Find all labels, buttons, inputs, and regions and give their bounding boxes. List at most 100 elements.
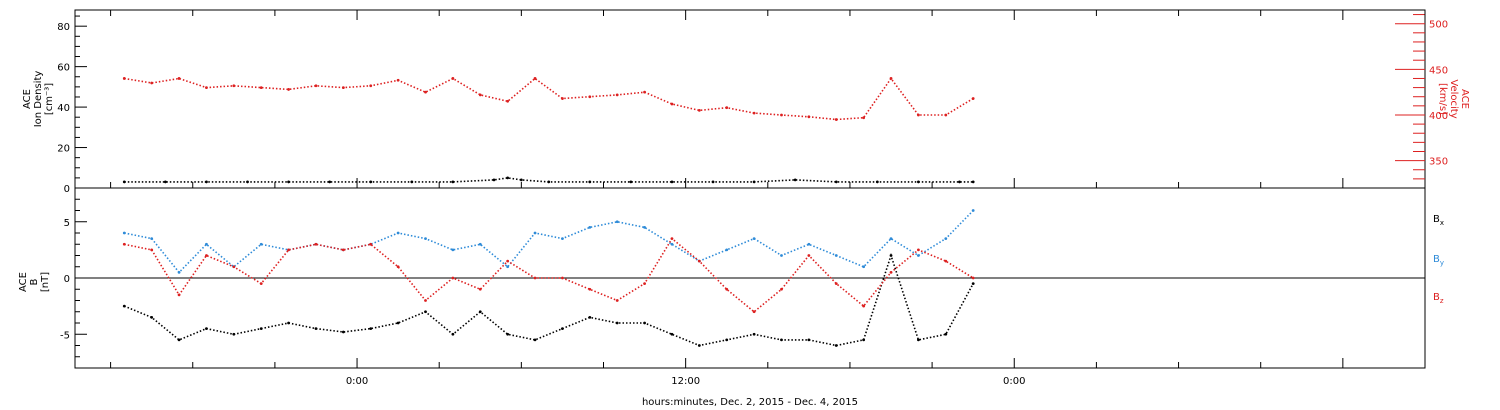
velocity-data-point — [889, 77, 893, 80]
bz-data-point — [451, 276, 455, 280]
density-axis-title-line3: [cm⁻³] — [44, 83, 55, 115]
density-data-point — [752, 180, 756, 184]
density-data-point — [519, 178, 523, 182]
bz-data-point — [725, 287, 729, 291]
velocity-data-point — [834, 118, 838, 121]
density-data-point — [711, 180, 715, 184]
by-series-line — [124, 209, 974, 274]
bx-data-point — [697, 344, 701, 347]
density-tick-label: 60 — [57, 63, 70, 74]
density-data-point — [547, 180, 551, 184]
bx-data-point — [533, 338, 537, 342]
by-data-point — [150, 237, 154, 241]
velocity-data-point — [971, 97, 975, 100]
bx-data-point — [314, 327, 318, 331]
density-data-point — [163, 180, 167, 184]
density-axis: 0 20 40 60 80 — [57, 15, 87, 195]
bz-data-point — [834, 282, 838, 286]
by-data-point — [561, 237, 564, 241]
velocity-data-point — [862, 116, 866, 120]
b-component-legend: Bx By Bz — [1433, 214, 1444, 305]
b-tick-label: 5 — [64, 218, 70, 229]
density-axis-title-line1: ACE — [22, 89, 33, 109]
velocity-data-point — [944, 113, 948, 117]
bx-data-point — [862, 338, 866, 342]
bx-data-point — [451, 332, 455, 336]
by-data-point — [643, 225, 646, 229]
bz-data-point — [889, 270, 893, 274]
bz-data-point — [150, 248, 154, 252]
by-data-point — [451, 248, 455, 252]
bz-series-line — [124, 237, 974, 313]
bz-data-point — [424, 299, 427, 302]
velocity-data-point — [752, 111, 756, 115]
by-data-point — [424, 237, 427, 241]
bottom-panel-series — [122, 209, 975, 347]
velocity-data-point — [561, 97, 564, 100]
by-data-point — [177, 270, 181, 274]
bz-data-point — [807, 254, 811, 257]
bz-data-point — [780, 287, 783, 291]
bz-data-point — [506, 259, 510, 263]
time-tick-label: 0:00 — [346, 376, 368, 387]
by-data-point — [615, 220, 619, 224]
velocity-data-point — [259, 86, 263, 89]
by-data-point — [670, 242, 674, 246]
density-data-point — [287, 180, 290, 184]
bz-data-point — [697, 259, 701, 263]
velocity-axis-title-line2: Velocity — [1448, 79, 1459, 118]
time-axis: 0:00 12:00 0:00 — [110, 10, 1426, 387]
bz-data-point — [533, 276, 537, 280]
density-data-point — [588, 180, 592, 184]
velocity-data-point — [287, 88, 290, 91]
by-data-point — [834, 254, 838, 257]
bx-data-point — [834, 344, 838, 347]
by-data-point — [807, 242, 811, 246]
bx-data-point — [341, 330, 345, 334]
by-data-point — [889, 237, 893, 241]
density-data-point — [328, 180, 332, 184]
bx-data-point — [588, 315, 592, 319]
bx-data-point — [917, 338, 920, 342]
by-data-point — [725, 248, 729, 252]
by-data-point — [122, 231, 126, 235]
bx-data-point — [506, 332, 510, 336]
velocity-data-point — [533, 77, 537, 80]
velocity-data-point — [807, 115, 811, 119]
by-data-point — [971, 209, 975, 212]
density-tick-label: 20 — [57, 144, 70, 155]
bx-data-point — [259, 327, 263, 331]
velocity-data-point — [917, 113, 920, 117]
density-data-point — [971, 180, 975, 184]
bz-data-point — [944, 259, 948, 263]
time-axis-title: hours:minutes, Dec. 2, 2015 - Dec. 4, 20… — [642, 397, 858, 408]
bz-data-point — [287, 248, 290, 252]
bx-data-point — [670, 332, 674, 336]
velocity-data-point — [314, 84, 318, 88]
bz-data-point — [588, 287, 592, 291]
velocity-axis: 350 400 450 500 — [1395, 14, 1448, 180]
bz-data-point — [341, 248, 345, 252]
velocity-data-point — [615, 93, 619, 97]
by-data-point — [862, 265, 866, 269]
time-tick-label: 12:00 — [671, 376, 700, 387]
density-data-point — [451, 180, 455, 184]
time-tick-label: 0:00 — [1003, 376, 1025, 387]
bx-data-point — [396, 321, 400, 325]
velocity-data-point — [451, 77, 455, 80]
bx-data-point — [971, 282, 975, 286]
velocity-data-point — [232, 84, 236, 88]
bx-data-point — [725, 338, 729, 342]
bx-data-point — [561, 327, 564, 331]
density-data-point — [670, 180, 674, 184]
velocity-data-point — [478, 93, 482, 97]
bx-data-point — [944, 332, 948, 336]
density-data-point — [205, 180, 208, 184]
density-data-point — [369, 180, 373, 184]
bx-data-point — [205, 327, 208, 331]
bz-data-point — [971, 276, 975, 280]
b-axis-title-line2: B — [29, 278, 40, 285]
bx-data-point — [780, 338, 783, 342]
b-tick-label: 0 — [64, 274, 70, 285]
